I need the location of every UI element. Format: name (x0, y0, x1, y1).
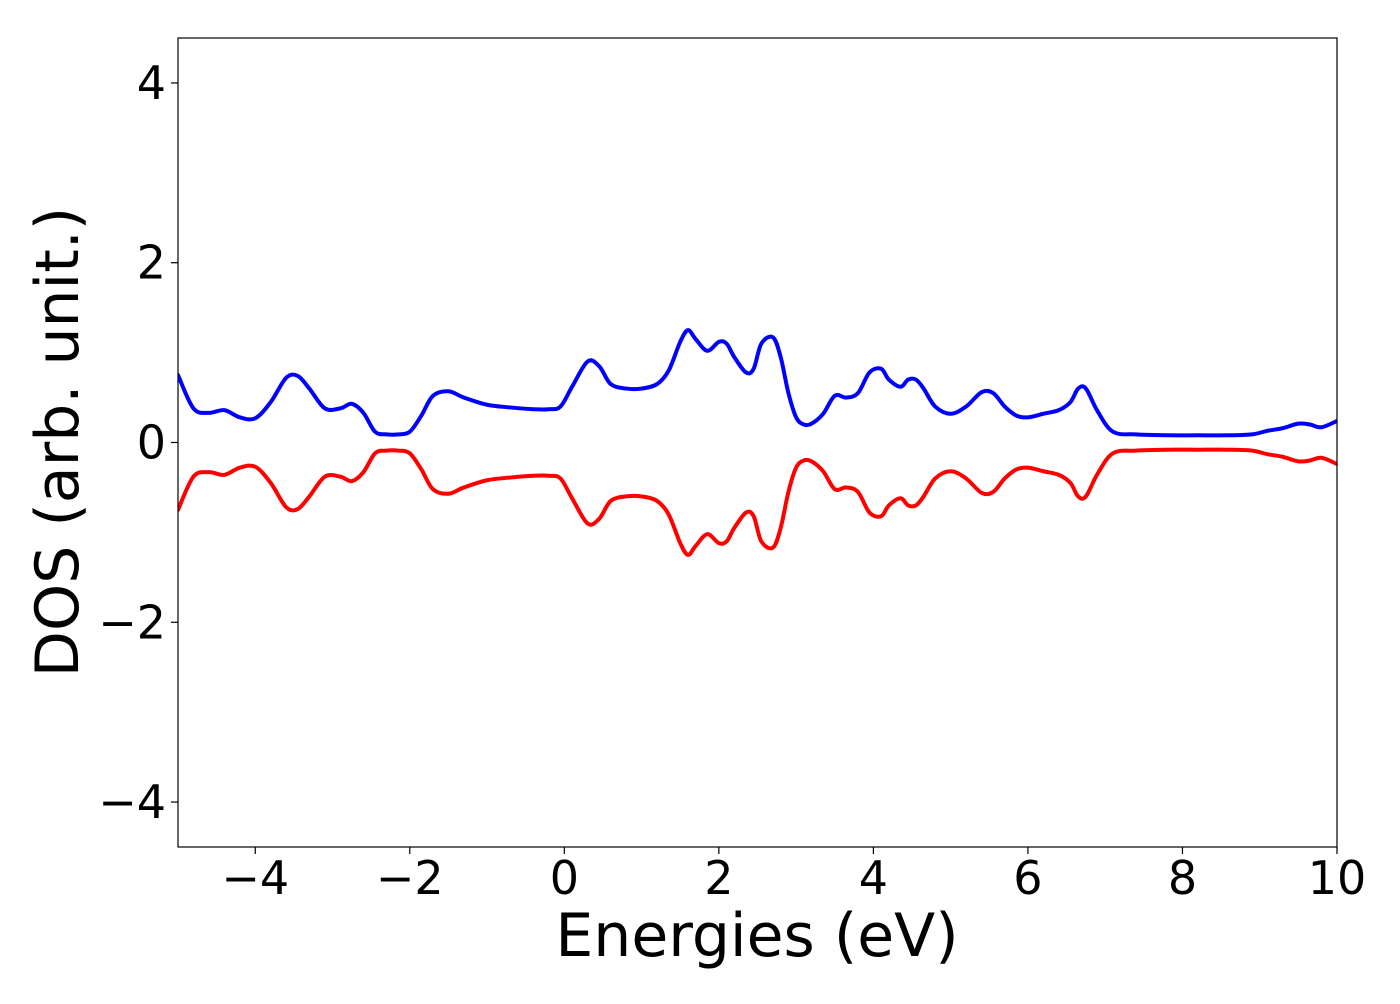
x-tick-label: 0 (550, 851, 579, 905)
x-tick-label: 8 (1168, 851, 1197, 905)
y-tick-label: −2 (98, 595, 166, 649)
y-tick-label: 0 (137, 416, 166, 470)
x-tick-label: 10 (1308, 851, 1367, 905)
series-line-2 (178, 447, 1337, 557)
series-layer (178, 328, 1337, 557)
y-tick-label: 4 (137, 56, 166, 110)
x-axis-label: Energies (eV) (555, 901, 958, 971)
x-tick-label: −4 (221, 851, 289, 905)
x-axis: −4 −2 0 2 4 6 8 10 (221, 847, 1366, 905)
y-axis: 4 2 0 −2 −4 (98, 56, 178, 829)
y-tick-label: 2 (137, 236, 166, 290)
x-tick-label: 2 (704, 851, 733, 905)
y-tick-label: −4 (98, 775, 166, 829)
x-tick-label: −2 (376, 851, 444, 905)
y-axis-label: DOS (arb. unit.) (23, 207, 93, 677)
x-tick-label: 4 (859, 851, 888, 905)
series-line-1 (178, 328, 1337, 438)
x-tick-label: 6 (1013, 851, 1042, 905)
